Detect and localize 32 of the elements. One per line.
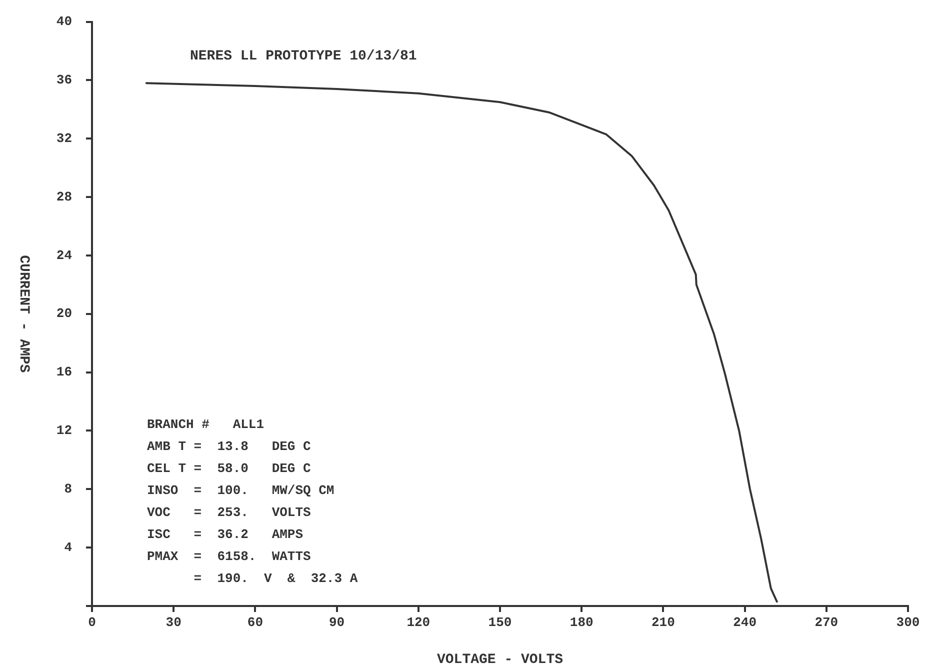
x-tick-label: 0 (88, 615, 96, 630)
y-tick-label: 40 (56, 14, 72, 30)
annotation: PMAX = 6158. WATTS (147, 549, 312, 564)
annotation: CEL T = 58.0 DEG C (147, 461, 312, 476)
y-tick-label: 24 (56, 248, 72, 263)
x-tick-label: 60 (247, 615, 264, 630)
y-tick-label: 8 (64, 481, 72, 496)
x-tick-label: 30 (166, 615, 182, 630)
y-tick-label: 16 (56, 364, 72, 380)
x-tick-label: 120 (406, 615, 430, 630)
annotation: = 190. V & 32.3 A (147, 571, 358, 586)
annotation: BRANCH # ALL1 (147, 417, 264, 432)
annotation: VOC = 253. VOLTS (147, 505, 312, 520)
x-tick-label: 180 (570, 615, 594, 630)
x-tick-label: 90 (328, 615, 345, 630)
text: NERES LL PROTOTYPE 10/13/81 (190, 48, 417, 64)
x-tick-label: 150 (488, 615, 512, 630)
y-tick-label: 12 (56, 423, 72, 438)
x-tick-label: 270 (814, 615, 838, 630)
x-tick-label: 210 (651, 615, 676, 630)
annotation: ISC = 36.2 AMPS (147, 527, 304, 542)
y-tick-label: 32 (56, 130, 72, 146)
y-tick-label: 28 (56, 189, 72, 204)
x-tick-label: 240 (733, 615, 757, 630)
y-tick-label: 36 (56, 72, 72, 88)
annotation: INSO = 100. MW/SQ CM (147, 483, 334, 498)
y-axis-title: CURRENT - AMPS (15, 255, 32, 373)
x-axis-title: VOLTAGE - VOLTS (436, 652, 564, 668)
x-tick-label: 300 (896, 615, 920, 630)
y-tick-label: 20 (56, 306, 72, 322)
annotation: AMB T = 13.8 DEG C (147, 439, 312, 454)
y-tick-label: 4 (64, 540, 72, 555)
